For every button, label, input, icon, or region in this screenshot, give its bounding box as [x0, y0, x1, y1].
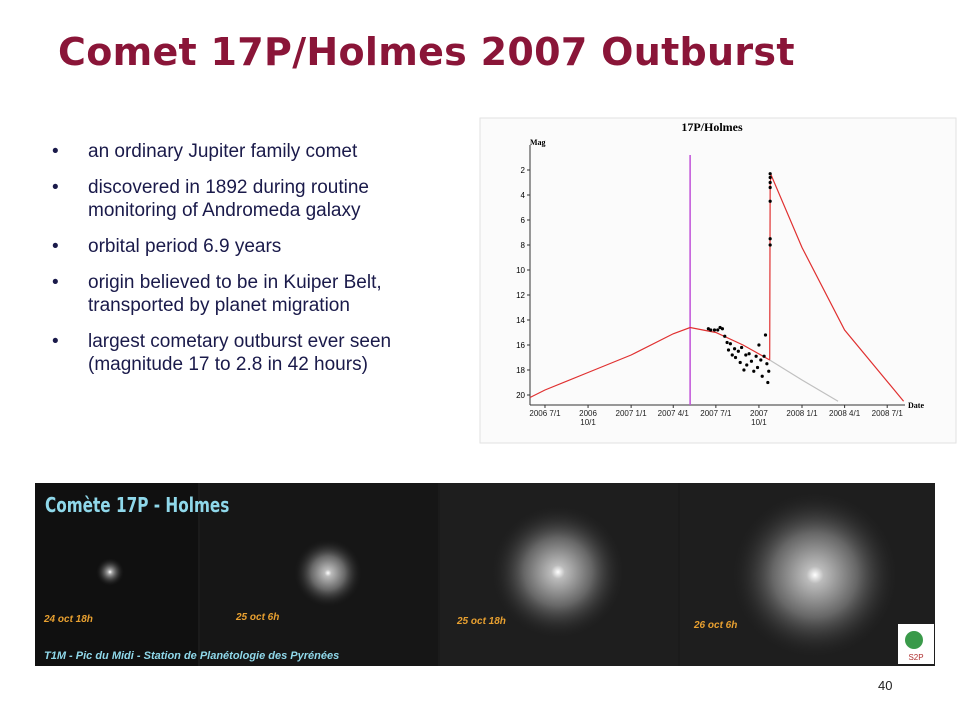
- comet-image: [730, 490, 900, 660]
- data-point: [745, 363, 749, 367]
- data-point: [709, 328, 713, 332]
- data-point: [763, 333, 768, 337]
- data-point: [716, 328, 720, 332]
- data-point: [760, 374, 764, 378]
- data-point: [747, 352, 751, 356]
- logo-icon: [905, 631, 923, 649]
- data-point: [720, 327, 725, 331]
- y-axis-label: Mag: [530, 138, 546, 147]
- y-tick-label: 4: [521, 191, 526, 200]
- data-point: [749, 359, 754, 363]
- y-tick-label: 6: [521, 216, 526, 225]
- data-point: [754, 354, 758, 358]
- bullet: orbital period 6.9 years: [52, 235, 462, 258]
- slide-title: Comet 17P/Holmes 2007 Outburst: [58, 30, 795, 74]
- data-point: [733, 355, 738, 360]
- page-number: 40: [878, 678, 893, 693]
- light-curve: [529, 172, 905, 402]
- photo-credit: T1M - Pic du Midi - Station de Planétolo…: [44, 650, 339, 662]
- x-tick-label: 2008 4/1: [829, 409, 861, 418]
- y-tick-label: 18: [516, 366, 525, 375]
- data-point: [768, 180, 772, 185]
- logo-text: S2P: [908, 653, 923, 662]
- data-point: [766, 380, 770, 385]
- y-tick-label: 12: [516, 291, 525, 300]
- data-point: [768, 243, 772, 247]
- x-tick-label: 2007 4/1: [657, 409, 689, 418]
- chart-frame: [479, 117, 957, 444]
- x-tick-label: 2008 7/1: [871, 409, 903, 418]
- chart: 2 4 6 8 10 12 14 16 18 20: [516, 145, 905, 408]
- bullet: largest cometary outburst ever seen (mag…: [52, 330, 462, 376]
- bullet: an ordinary Jupiter family comet: [52, 140, 462, 163]
- x-axis-label: Date: [908, 401, 924, 410]
- x-tick-label: 2007 7/1: [700, 409, 732, 418]
- data-point: [725, 340, 729, 345]
- data-point: [723, 334, 727, 338]
- chart-title: 17P/Holmes: [681, 120, 743, 134]
- data-point: [728, 342, 732, 346]
- data-point: [730, 353, 734, 357]
- data-point: [736, 349, 740, 353]
- photo-caption: 25 oct 6h: [235, 612, 279, 623]
- photo-caption: 24 oct 18h: [43, 614, 93, 625]
- y-tick-label: 20: [516, 391, 525, 400]
- data-point: [732, 347, 737, 351]
- data-point: [718, 325, 722, 330]
- data-point: [706, 327, 710, 331]
- data-point: [768, 199, 772, 203]
- bullet: origin believed to be in Kuiper Belt, tr…: [52, 271, 462, 317]
- data-point: [767, 369, 771, 373]
- data-point: [759, 358, 763, 362]
- data-point: [742, 368, 746, 372]
- data-point: [762, 354, 766, 358]
- data-point: [726, 348, 731, 352]
- bullet: discovered in 1892 during routine monito…: [52, 176, 462, 222]
- photo-caption: 25 oct 18h: [456, 616, 506, 627]
- data-point: [757, 343, 761, 347]
- data-point: [768, 172, 772, 176]
- x-tick-label: 2008 1/1: [786, 409, 818, 418]
- data-point: [765, 362, 769, 366]
- data-point: [744, 353, 748, 357]
- x-tick-label: 2006 7/1: [529, 409, 561, 418]
- photo-caption: 26 oct 6h: [693, 620, 737, 631]
- y-tick-label: 10: [516, 266, 525, 275]
- light-curve: [769, 359, 839, 402]
- y-tick-label: 14: [516, 316, 525, 325]
- data-point: [738, 360, 742, 365]
- x-tick-label: 2007 10/1: [750, 409, 768, 427]
- data-point: [755, 365, 760, 370]
- comet-image: [294, 539, 362, 607]
- photo-title: Comète 17P - Holmes: [45, 495, 229, 518]
- y-tick-label: 2: [521, 166, 526, 175]
- data-point: [768, 237, 772, 241]
- y-tick-label: 16: [516, 341, 525, 350]
- x-tick-label: 2006 10/1: [579, 409, 597, 427]
- x-tick-label: 2007 1/1: [615, 409, 647, 418]
- bullet-list: an ordinary Jupiter family comet discove…: [52, 140, 462, 389]
- comet-image: [490, 504, 626, 640]
- data-point: [752, 369, 756, 373]
- y-tick-label: 8: [521, 241, 526, 250]
- data-point: [740, 345, 744, 350]
- data-point: [712, 328, 717, 332]
- data-point: [768, 185, 772, 190]
- data-point: [768, 175, 772, 180]
- comet-image: [96, 558, 124, 586]
